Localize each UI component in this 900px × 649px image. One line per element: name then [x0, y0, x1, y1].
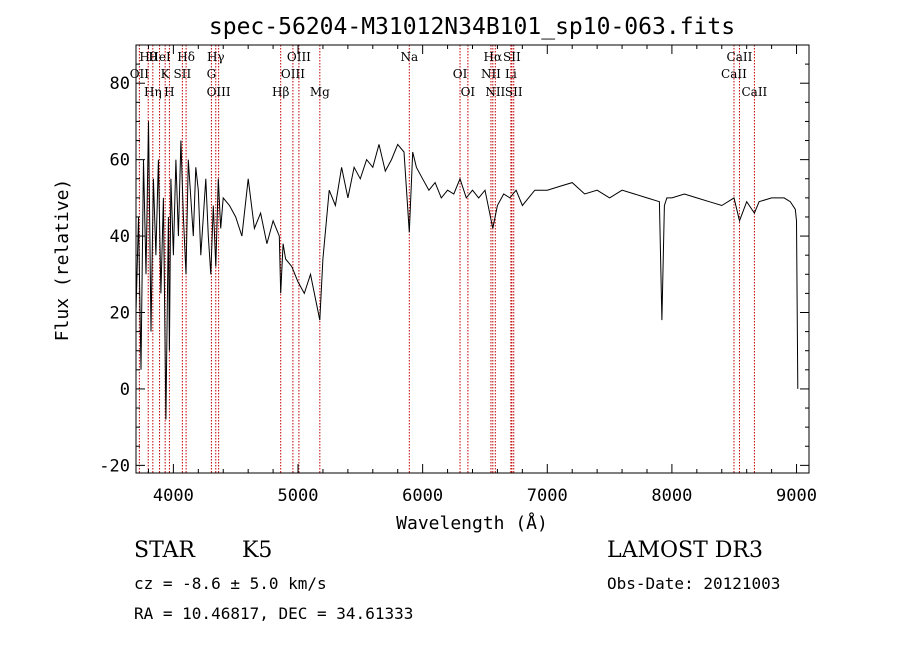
coordinates-text: RA = 10.46817, DEC = 34.61333 [134, 604, 414, 623]
line-label: CaII [721, 67, 747, 81]
x-axis-label: Wavelength (Å) [396, 512, 548, 534]
survey-label: LAMOST DR3 [607, 538, 763, 563]
line-label: Li [505, 67, 517, 81]
line-label: NII [485, 85, 505, 99]
y-tick-label: 20 [110, 304, 130, 324]
y-tick-label: 0 [120, 380, 130, 400]
line-label: HeI [148, 50, 171, 64]
line-label: Hθ [139, 50, 157, 64]
line-label: CaII [727, 50, 753, 64]
x-tick-label: 4000 [153, 486, 194, 506]
chart-title: spec-56204-M31012N34B101_sp10-063.fits [209, 14, 735, 40]
y-axis: -20 0 20 40 60 80 [99, 44, 809, 476]
line-label: OIII [281, 67, 305, 81]
line-label: Mg [310, 85, 330, 99]
line-label: OIII [287, 50, 311, 64]
x-tick-label: 9000 [776, 486, 817, 506]
line-label: Hα [484, 50, 503, 64]
y-tick-label: 80 [110, 74, 130, 94]
line-label: Na [400, 50, 418, 64]
line-label: SII [503, 50, 521, 64]
line-label: OI [461, 85, 476, 99]
line-label: G [207, 67, 217, 81]
x-tick-label: 7000 [527, 486, 568, 506]
plot-frame [135, 44, 810, 474]
line-label: Hβ [272, 85, 289, 99]
x-tick-label: 6000 [402, 486, 443, 506]
line-label: SII [505, 85, 523, 99]
line-label: Hγ [207, 50, 225, 64]
line-label: OIII [207, 85, 231, 99]
y-tick-label: 40 [110, 227, 130, 247]
y-axis-label: Flux (relative) [52, 179, 73, 342]
x-axis: 4000 5000 6000 7000 8000 9000 [147, 45, 817, 506]
redshift-text: cz = -8.6 ± 5.0 km/s [134, 574, 327, 593]
line-markers [138, 45, 755, 473]
line-label: NII [481, 67, 501, 81]
line-label: OII [130, 67, 150, 81]
obs-date-text: Obs-Date: 20121003 [607, 574, 781, 593]
line-label: Hη [144, 85, 162, 99]
line-labels: Hθ OII Hη HeI KH Hδ SII OIII Hγ G Hβ OIII OIII Mg Na OI… [130, 50, 768, 99]
y-tick-label: -20 [99, 456, 130, 476]
object-subclass: K5 [242, 538, 273, 563]
x-tick-label: 5000 [278, 486, 319, 506]
line-label: SII [174, 67, 192, 81]
line-label: H [164, 85, 174, 99]
line-label: K [161, 67, 171, 81]
y-tick-label: 60 [110, 151, 130, 171]
x-tick-label: 8000 [651, 486, 692, 506]
line-label: Hδ [177, 50, 195, 64]
line-label: OI [453, 67, 468, 81]
line-label: CaII [741, 85, 767, 99]
object-class: STAR [134, 538, 195, 563]
spectrum-line [135, 121, 799, 420]
